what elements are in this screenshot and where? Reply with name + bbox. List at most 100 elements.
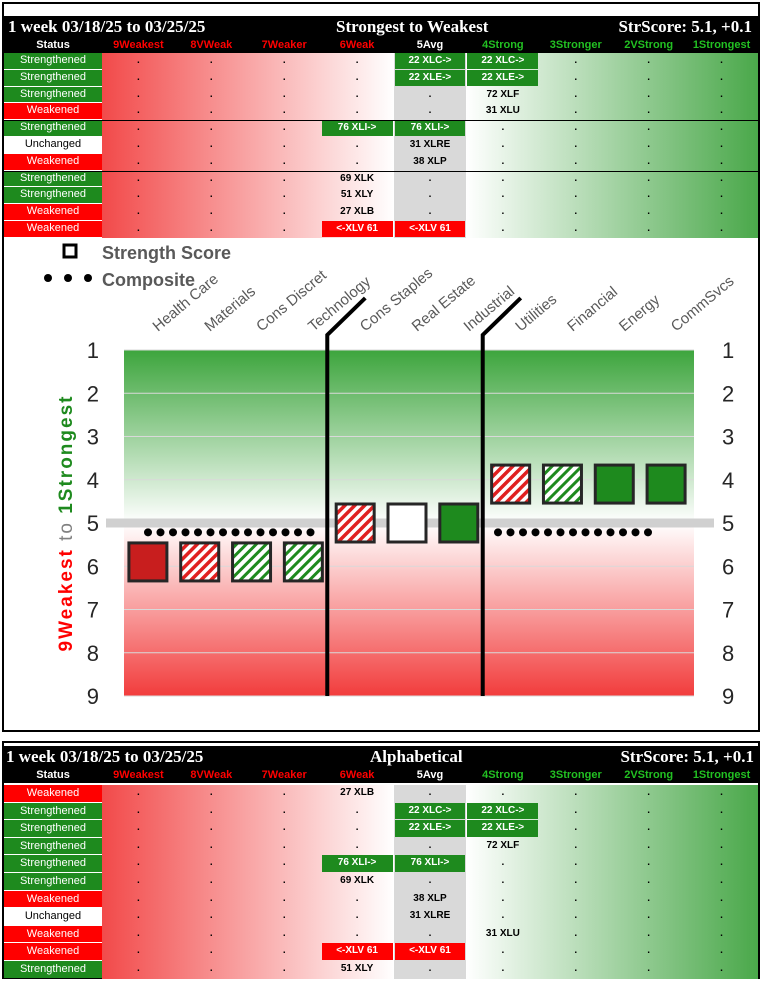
rank-cell: 31 XLU <box>485 927 520 939</box>
empty-cell-dot: . <box>501 155 505 167</box>
empty-cell-dot: . <box>209 927 213 939</box>
table-row: Strengthened... 76 XLI-> 76 XLI->.... <box>4 855 758 873</box>
rank-cell: 72 XLF <box>486 839 520 851</box>
empty-cell-dot: . <box>428 88 432 100</box>
empty-cell-dot: . <box>282 787 286 798</box>
table-row: Weakened.... 38 XLP.... <box>4 890 758 909</box>
y-tick-label-right: 4 <box>722 468 734 493</box>
y-tick-label-left: 6 <box>87 554 99 579</box>
empty-cell-dot: . <box>647 139 651 150</box>
composite-dot <box>231 528 240 537</box>
empty-cell-dot: . <box>720 71 723 83</box>
y-tick-label-right: 2 <box>722 381 734 406</box>
empty-cell-dot: . <box>137 945 140 957</box>
empty-cell-dot: . <box>574 223 578 234</box>
column-header-9weakest: 9Weakest <box>113 769 164 781</box>
empty-cell-dot: . <box>282 155 286 167</box>
rank-cell: <-XLV 61 <box>394 943 466 960</box>
column-header-6weak: 6Weak <box>339 39 375 51</box>
empty-cell-dot: . <box>647 857 651 869</box>
empty-cell-dot: . <box>137 875 140 886</box>
rank-cell: 31 XLRE <box>409 910 451 922</box>
composite-dot <box>144 528 152 537</box>
status-badge: Strengthened <box>4 187 102 204</box>
table-row: Strengthened.... 22 XLE-> 22 XLE->... <box>4 69 758 87</box>
empty-cell-dot: . <box>282 910 286 922</box>
status-badge: Weakened <box>4 785 102 802</box>
composite-dot <box>619 528 627 537</box>
weak-zone-background <box>102 53 394 238</box>
empty-cell-dot: . <box>647 172 651 184</box>
strength-marker-health-care <box>127 541 169 583</box>
empty-cell-dot: . <box>574 839 578 851</box>
strength-marker-energy <box>593 463 635 505</box>
composite-dot <box>569 528 577 537</box>
rank-cell: 31 XLRE <box>409 139 451 150</box>
y-tick-label-left: 8 <box>87 641 99 666</box>
empty-cell-dot: . <box>647 223 651 234</box>
rank-cell: 22 XLC-> <box>394 802 466 820</box>
empty-cell-dot: . <box>355 822 359 834</box>
empty-cell-dot: . <box>720 88 723 100</box>
empty-cell-dot: . <box>720 875 723 886</box>
empty-cell-dot: . <box>137 155 140 167</box>
empty-cell-dot: . <box>137 787 140 798</box>
composite-dot <box>506 528 515 537</box>
y-tick-label-left: 9 <box>87 684 99 709</box>
table-row: Weakened... 27 XLB..... <box>4 785 758 803</box>
rank-cell: 22 XLC-> <box>467 53 539 69</box>
legend-strength-score: Strength Score <box>102 243 231 263</box>
empty-cell-dot: . <box>501 963 505 974</box>
empty-cell-dot: . <box>137 88 140 100</box>
status-badge: Weakened <box>4 153 102 170</box>
empty-cell-dot: . <box>137 122 140 134</box>
empty-cell-dot: . <box>282 139 286 150</box>
empty-cell-dot: . <box>647 822 651 834</box>
empty-cell-dot: . <box>209 804 213 816</box>
table-row: Weakened..... 31 XLU... <box>4 103 758 120</box>
empty-cell-dot: . <box>209 172 213 184</box>
rank-cell: 76 XLI-> <box>394 120 466 136</box>
empty-cell-dot: . <box>137 910 140 922</box>
empty-cell-dot: . <box>282 55 286 66</box>
y-tick-label-left: 1 <box>87 338 99 363</box>
status-badge: Strengthened <box>4 873 102 890</box>
empty-cell-dot: . <box>282 927 286 939</box>
empty-cell-dot: . <box>647 122 651 134</box>
composite-dot <box>206 528 215 537</box>
empty-cell-dot: . <box>574 55 578 66</box>
empty-cell-dot: . <box>501 122 505 134</box>
empty-cell-dot: . <box>647 71 651 83</box>
status-badge: Weakened <box>4 943 102 960</box>
table-row: Strengthened... 51 XLY..... <box>4 961 758 979</box>
composite-dot <box>519 528 527 537</box>
bottom-rank-table: Weakened... 27 XLB..... Strengthened.... 22… <box>4 785 758 979</box>
empty-cell-dot: . <box>355 105 359 117</box>
empty-cell-dot: . <box>647 945 651 957</box>
empty-cell-dot: . <box>209 787 213 798</box>
strength-marker-commsvcs <box>645 463 687 505</box>
y-tick-label-right: 7 <box>722 598 734 623</box>
empty-cell-dot: . <box>647 892 651 904</box>
empty-cell-dot: . <box>282 839 286 851</box>
empty-cell-dot: . <box>574 927 578 939</box>
empty-cell-dot: . <box>137 839 140 851</box>
empty-cell-dot: . <box>574 71 578 83</box>
composite-dot <box>606 528 615 537</box>
status-badge: Strengthened <box>4 53 102 69</box>
table-row: Strengthened..... 72 XLF... <box>4 86 758 104</box>
rank-cell: 51 XLY <box>340 189 374 201</box>
empty-cell-dot: . <box>574 892 578 904</box>
empty-cell-dot: . <box>647 105 651 117</box>
group-divider <box>480 296 523 696</box>
empty-cell-dot: . <box>574 172 578 184</box>
y-axis-label-part: to <box>56 514 77 548</box>
empty-cell-dot: . <box>355 839 359 851</box>
top-rank-table: Strengthened.... 22 XLC-> 22 XLC->... Stren… <box>4 53 758 239</box>
empty-cell-dot: . <box>355 55 359 66</box>
rank-cell: 72 XLF <box>486 88 520 100</box>
column-header-1strongest: 1Strongest <box>692 769 751 781</box>
empty-cell-dot: . <box>720 857 723 869</box>
empty-cell-dot: . <box>720 945 723 957</box>
composite-dot <box>256 528 265 537</box>
